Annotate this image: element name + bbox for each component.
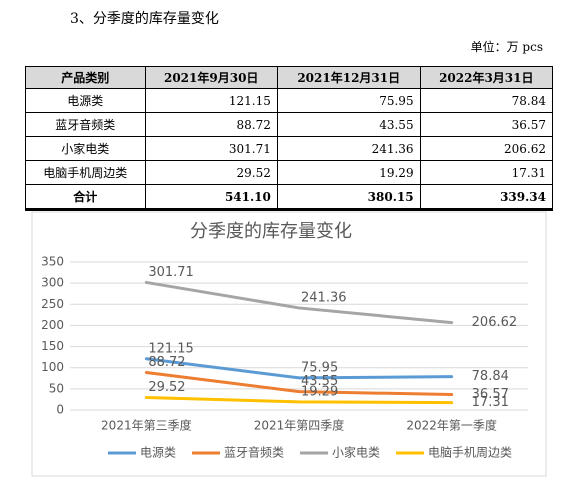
- y-tick-label: 100: [41, 360, 64, 374]
- series-line: [144, 357, 454, 380]
- data-label: 206.62: [472, 315, 517, 330]
- x-tick-label: 2021年第三季度: [101, 418, 192, 433]
- table-row: 蓝牙音频类 88.72 43.55 36.57: [25, 112, 554, 137]
- heading: 3、分季度的库存量变化: [70, 11, 219, 27]
- series-line: [144, 396, 454, 405]
- y-tick-label: 150: [41, 339, 64, 353]
- legend-label: 电脑手机周边类: [428, 446, 512, 460]
- table-cell: 339.34: [419, 184, 554, 211]
- chart-title: 分季度的库存量变化: [190, 221, 352, 242]
- data-label: 88.72: [148, 355, 185, 370]
- x-tick-label: 2022年第一季度: [406, 418, 497, 433]
- table-cell: 蓝牙音频类: [25, 112, 146, 137]
- data-label: 36.57: [472, 387, 509, 402]
- legend-label: 小家电类: [332, 445, 380, 460]
- y-tick-label: 300: [41, 276, 64, 290]
- table-cell: 合计: [25, 184, 146, 211]
- header-cell: 2021年12月31日: [276, 66, 421, 89]
- table-cell: 29.52: [144, 160, 278, 185]
- table-row: 电源类 121.15 75.95 78.84: [25, 88, 554, 113]
- table-row: 合计 541.10 380.15 339.34: [25, 184, 554, 211]
- y-tick-label: 0: [56, 403, 64, 417]
- y-tick-label: 350: [41, 255, 64, 269]
- header-cell: 产品类别: [25, 66, 146, 89]
- table-cell: 75.95: [276, 88, 421, 113]
- y-tick-label: 250: [41, 297, 64, 311]
- data-label: 17.31: [472, 395, 509, 410]
- y-tick-label: 50: [49, 381, 64, 395]
- header-row: 产品类别 2021年9月30日 2021年12月31日 2022年3月31日: [25, 66, 554, 89]
- table-cell: 电脑手机周边类: [25, 160, 146, 185]
- series-line: [144, 370, 454, 397]
- series-line: [144, 280, 454, 325]
- data-label: 43.55: [301, 374, 338, 389]
- table-cell: 121.15: [144, 88, 278, 113]
- header-cell: 2021年9月30日: [144, 66, 278, 89]
- data-label: 78.84: [472, 369, 509, 384]
- x-tick-label: 2021年第四季度: [254, 418, 345, 433]
- legend-label: 电源类: [140, 446, 176, 460]
- table-cell: 小家电类: [25, 136, 146, 161]
- table-cell: 541.10: [144, 184, 278, 211]
- data-label: 29.52: [148, 380, 185, 395]
- data-label: 301.71: [148, 265, 194, 280]
- header-cell: 2022年3月31日: [419, 66, 554, 89]
- table-cell: 241.36: [276, 136, 421, 161]
- data-label: 19.29: [301, 384, 338, 399]
- y-tick-label: 200: [41, 318, 64, 332]
- legend-label: 蓝牙音频类: [224, 445, 284, 460]
- table-cell: 380.15: [276, 184, 421, 211]
- data-label: 241.36: [301, 290, 347, 305]
- chart-frame: [31, 211, 547, 477]
- table: 产品类别 2021年9月30日 2021年12月31日 2022年3月31日 电源类 12…: [25, 66, 554, 211]
- data-label: 75.95: [301, 360, 338, 375]
- unit: 单位：万 pcs: [470, 40, 543, 54]
- data-label: 121.15: [148, 341, 194, 356]
